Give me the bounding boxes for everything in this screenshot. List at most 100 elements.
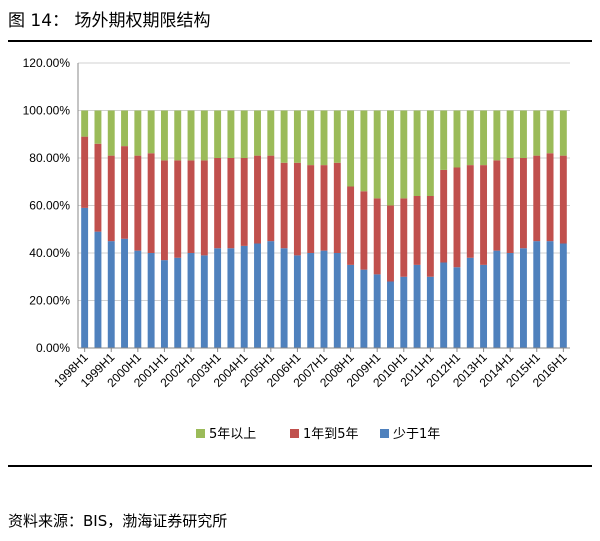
bar-segment — [280, 248, 288, 348]
bar-segment — [400, 110, 408, 199]
bar-segment — [134, 155, 142, 251]
bar-segment — [187, 160, 195, 254]
bar-segment — [121, 110, 128, 147]
legend-label: 5年以上 — [209, 427, 256, 442]
bar-segment — [493, 110, 501, 161]
bar-segment — [320, 165, 328, 251]
y-tick-label: 20.00% — [29, 294, 70, 308]
bar-segment — [559, 243, 567, 348]
bar-segment — [426, 276, 434, 348]
bar-segment — [533, 155, 541, 242]
bar-segment — [280, 110, 288, 163]
bar-segment — [400, 276, 408, 348]
bar-segment — [466, 165, 474, 258]
bar-segment — [320, 110, 328, 166]
bar-segment — [293, 162, 301, 256]
bar-segment — [174, 257, 182, 348]
y-tick-label: 0.00% — [36, 341, 70, 355]
y-tick-label: 60.00% — [29, 199, 70, 213]
y-tick-label: 100.00% — [23, 104, 71, 118]
bar-segment — [160, 160, 168, 261]
bar-segment — [240, 110, 248, 158]
bar-segment — [200, 255, 208, 349]
bar-segment — [174, 110, 182, 161]
bar-segment — [520, 158, 527, 249]
bar-segment — [134, 250, 142, 349]
bar-segment — [107, 110, 115, 156]
bar-segment — [307, 165, 315, 253]
stacked-bar-chart: 0.00% 20.00% 40.00% 60.00% 80.00% 100.00% 120.… — [23, 56, 570, 442]
bar-segment — [200, 110, 208, 161]
bar-segment — [533, 110, 541, 156]
bar-segment — [480, 165, 488, 265]
bar-segment — [387, 110, 394, 206]
bar-segment — [320, 250, 328, 349]
y-tick-label: 80.00% — [29, 151, 70, 165]
bar-segment — [347, 110, 355, 187]
bar-segment — [333, 253, 341, 348]
bar-segment — [293, 255, 301, 349]
figure-title: 图 14： 场外期权期限结构 — [8, 11, 211, 31]
bar-segment — [453, 110, 461, 168]
bar-segment — [559, 110, 567, 156]
bar-segment — [280, 162, 288, 249]
legend-swatch — [196, 429, 205, 438]
bar-segment — [147, 253, 155, 348]
bar-segment — [546, 110, 554, 154]
legend-swatch — [380, 429, 389, 438]
bar-segment — [493, 160, 501, 251]
bar-segment — [81, 207, 89, 349]
bar-segment — [227, 110, 235, 158]
x-axis-ticks: 1998H11999H12000H12001H12002H12003H12004… — [51, 348, 570, 390]
y-tick-label: 40.00% — [29, 246, 70, 260]
bar-segment — [373, 274, 381, 349]
bar-segment — [440, 110, 448, 170]
bar-segment — [107, 155, 115, 242]
bar-segment — [466, 110, 474, 166]
legend-swatch — [290, 429, 299, 438]
bar-segment — [453, 167, 461, 268]
bar-segment — [227, 158, 235, 249]
bar-segment — [267, 241, 275, 349]
bar-segment — [360, 191, 368, 270]
bar-series — [81, 110, 567, 349]
bottom-rule — [8, 465, 592, 467]
bar-segment — [493, 250, 501, 349]
bar-segment — [227, 248, 235, 348]
bar-segment — [174, 160, 182, 258]
bar-segment — [240, 245, 248, 349]
bar-segment — [107, 241, 115, 349]
bar-segment — [400, 198, 408, 277]
chart-legend: 5年以上 1年到5年 少于1年 — [196, 427, 440, 442]
bar-segment — [187, 253, 195, 348]
bar-segment — [546, 153, 554, 242]
bar-segment — [254, 110, 261, 156]
legend-label: 1年到5年 — [303, 427, 359, 442]
bar-segment — [373, 110, 381, 199]
bar-segment — [147, 153, 155, 253]
bar-segment — [413, 264, 421, 349]
legend-label: 少于1年 — [393, 427, 440, 442]
bar-segment — [121, 238, 128, 348]
bar-segment — [214, 248, 222, 348]
bar-segment — [440, 262, 448, 348]
bar-segment — [94, 143, 102, 232]
bar-segment — [506, 110, 514, 158]
bar-segment — [254, 243, 261, 348]
bar-segment — [214, 110, 222, 158]
bar-segment — [94, 231, 102, 349]
bar-segment — [480, 264, 488, 349]
bar-segment — [440, 169, 448, 263]
bar-segment — [506, 253, 514, 348]
y-tick-label: 120.00% — [23, 56, 71, 70]
bar-segment — [333, 110, 341, 163]
bar-segment — [360, 269, 368, 349]
bar-segment — [347, 264, 355, 349]
bar-segment — [559, 155, 567, 244]
bar-segment — [506, 158, 514, 253]
title-rule — [8, 40, 592, 42]
bar-segment — [387, 281, 394, 348]
bar-segment — [200, 160, 208, 256]
bar-segment — [160, 260, 168, 349]
bar-segment — [307, 110, 315, 166]
